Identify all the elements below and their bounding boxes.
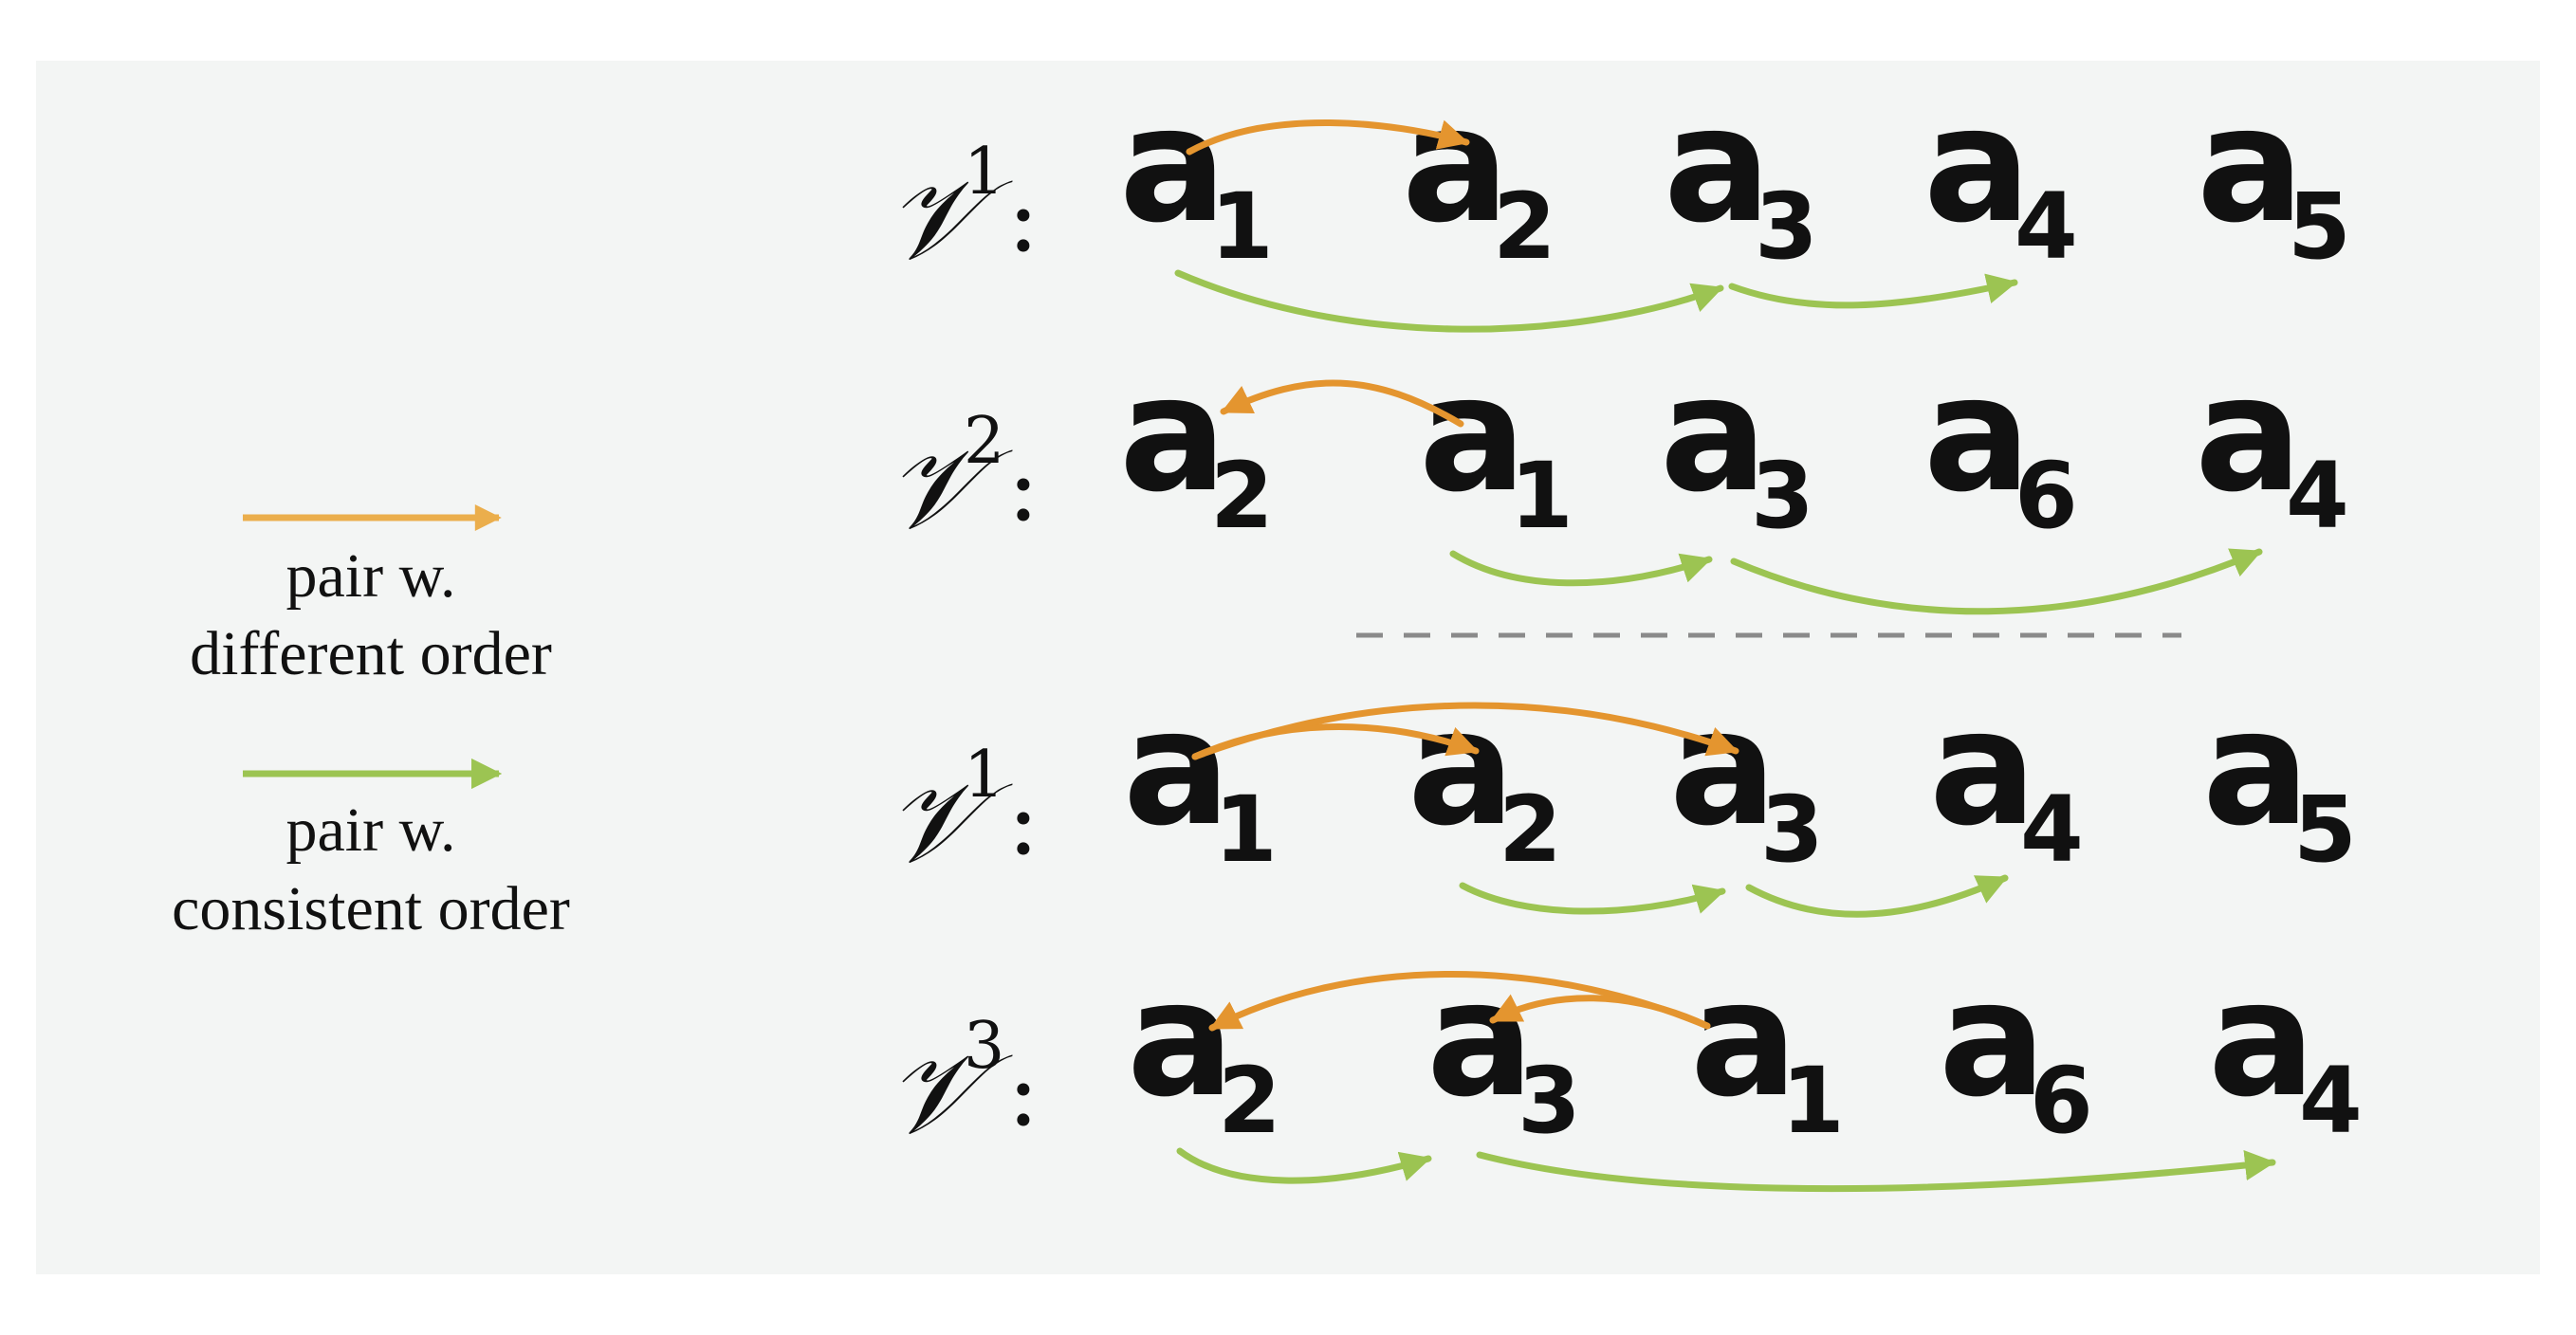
sequence-item: a2 — [1119, 341, 1274, 549]
diagram-panel: pair w. different order pair w. consiste… — [36, 61, 2540, 1274]
sequence-label: 𝒱 2 : — [886, 404, 1040, 554]
sequence-label: 𝒱 1 : — [886, 738, 1040, 887]
sequence-item: a3 — [1660, 341, 1814, 549]
item-subscript: 4 — [2286, 443, 2349, 549]
item-letter: a — [1660, 341, 1767, 527]
sequence-row-2: 𝒱 2 : a2 a1 a3 a6 a4 — [886, 341, 2349, 554]
arrow-consistent-order — [1174, 269, 1724, 333]
sequence-label-colon: : — [1007, 162, 1040, 273]
sequence-label: 𝒱 3 : — [886, 1009, 1040, 1159]
sequence-item: a4 — [1929, 675, 2084, 883]
sequence-item: a5 — [2202, 675, 2357, 883]
arrow-different-order — [1186, 119, 1470, 155]
arrow-consistent-order — [1176, 1147, 1432, 1184]
legend: pair w. different order pair w. consiste… — [172, 504, 570, 943]
legend-different-line2: different order — [190, 619, 552, 688]
item-subscript: 2 — [1493, 174, 1556, 280]
item-letter: a — [1939, 946, 2046, 1132]
item-subscript: 5 — [2288, 174, 2351, 280]
sequence-label-superscript: 2 — [964, 404, 1004, 479]
item-letter: a — [1119, 72, 1226, 258]
arrow-consistent-order — [1728, 273, 2018, 309]
sequence-item: a1 — [1690, 946, 1845, 1154]
sequence-item: a1 — [1419, 341, 1573, 549]
sequence-label-colon: : — [1007, 765, 1040, 876]
sequence-item: a1 — [1119, 72, 1274, 280]
item-letter: a — [1127, 946, 1234, 1132]
order-pairs-diagram: pair w. different order pair w. consiste… — [172, 72, 2363, 1193]
sequence-item: a4 — [1923, 72, 2078, 280]
arrow-consistent-order — [1459, 882, 1726, 915]
item-letter: a — [2195, 341, 2302, 527]
item-subscript: 6 — [2015, 443, 2078, 549]
item-subscript: 5 — [2293, 777, 2357, 883]
legend-different-line1: pair w. — [286, 541, 456, 611]
item-subscript: 4 — [2020, 777, 2084, 883]
legend-consistent-line2: consistent order — [172, 874, 570, 943]
item-subscript: 1 — [1210, 174, 1274, 280]
item-letter: a — [1664, 72, 1771, 258]
arrow-consistent-order — [1745, 874, 2009, 918]
arrow-different-order — [1220, 379, 1464, 428]
sequence-row-1: 𝒱 1 : a1 a2 a3 a4 a5 — [886, 72, 2351, 284]
legend-consistent-line1: pair w. — [286, 796, 456, 865]
sequence-row-3: 𝒱 1 : a1 a2 a3 a4 a5 — [886, 675, 2357, 887]
sequence-label: 𝒱 1 : — [886, 135, 1040, 284]
sequence-label-superscript: 1 — [964, 738, 1004, 813]
item-letter: a — [1929, 675, 2036, 861]
item-subscript: 1 — [1214, 777, 1278, 883]
item-letter: a — [2197, 72, 2304, 258]
arrow-different-order — [1191, 702, 1739, 760]
arrow-consistent-order — [1476, 1150, 2276, 1193]
sequence-item: a2 — [1402, 72, 1556, 280]
item-subscript: 1 — [1510, 443, 1573, 549]
sequence-label-superscript: 1 — [964, 135, 1004, 210]
item-letter: a — [1690, 946, 1797, 1132]
item-letter: a — [1923, 341, 2031, 527]
sequence-item: a6 — [1923, 341, 2078, 549]
item-subscript: 2 — [1210, 443, 1274, 549]
sequence-item: a4 — [2195, 341, 2349, 549]
item-letter: a — [1123, 675, 1230, 861]
sequence-item: a2 — [1127, 946, 1281, 1154]
arrow-consistent-order — [1449, 550, 1713, 587]
item-subscript: 2 — [1218, 1048, 1281, 1154]
sequence-item: a5 — [2197, 72, 2351, 280]
sequence-item: a1 — [1123, 675, 1278, 883]
sequence-item: a3 — [1669, 675, 1824, 883]
sequence-item: a4 — [2208, 946, 2363, 1154]
item-letter: a — [1119, 341, 1226, 527]
item-subscript: 2 — [1499, 777, 1562, 883]
sequence-item: a3 — [1664, 72, 1818, 280]
item-letter: a — [2202, 675, 2309, 861]
item-subscript: 3 — [1755, 174, 1818, 280]
item-letter: a — [2208, 946, 2315, 1132]
item-subscript: 6 — [2030, 1048, 2093, 1154]
sequence-item: a6 — [1939, 946, 2093, 1154]
item-letter: a — [1923, 72, 2031, 258]
item-subscript: 3 — [1518, 1048, 1581, 1154]
item-subscript: 3 — [1760, 777, 1824, 883]
item-letter: a — [1419, 341, 1526, 527]
item-letter: a — [1402, 72, 1509, 258]
sequence-label-colon: : — [1007, 1036, 1040, 1147]
item-subscript: 4 — [2299, 1048, 2363, 1154]
item-subscript: 4 — [2015, 174, 2078, 280]
arrow-different-order — [1489, 994, 1711, 1030]
item-subscript: 3 — [1751, 443, 1814, 549]
item-letter: a — [1669, 675, 1776, 861]
sequence-label-colon: : — [1007, 431, 1040, 542]
arrow-consistent-order — [1730, 548, 2263, 615]
item-subscript: 1 — [1781, 1048, 1845, 1154]
sequence-label-superscript: 3 — [964, 1009, 1004, 1084]
sequence-row-4: 𝒱 3 : a2 a3 a1 a6 a4 — [886, 946, 2363, 1159]
